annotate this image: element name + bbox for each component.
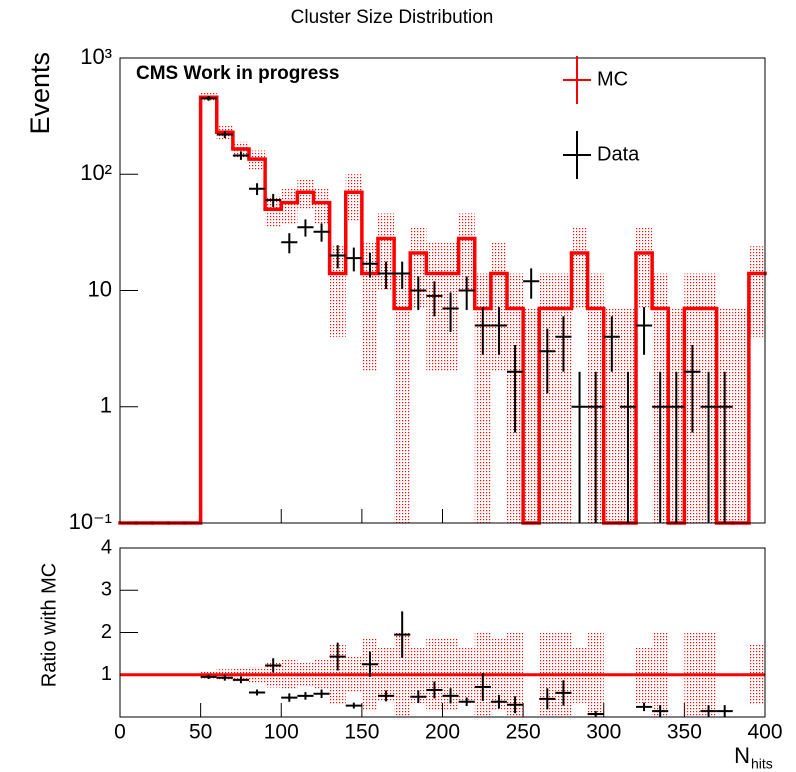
x-tick-label: 350 <box>667 721 702 744</box>
x-axis-label: N <box>734 743 750 768</box>
x-tick-label: 50 <box>189 721 212 744</box>
mc-uncertainty <box>474 273 491 523</box>
x-tick-label: 0 <box>114 721 126 744</box>
mc-uncertainty <box>281 187 298 225</box>
legend-label: MC <box>597 68 628 90</box>
x-tick-label: 300 <box>586 721 621 744</box>
y-tick-label: 10⁻¹ <box>69 509 112 534</box>
mc-uncertainty <box>539 273 556 523</box>
mc-uncertainty <box>297 179 314 210</box>
annotation: CMS Work in progress <box>136 63 339 84</box>
y-tick-label: 1 <box>101 663 112 685</box>
x-tick-label: 200 <box>425 721 460 744</box>
mc-uncertainty <box>313 187 330 225</box>
mc-uncertainty <box>458 213 475 291</box>
mc-uncertainty <box>603 308 620 523</box>
mc-uncertainty <box>329 246 346 337</box>
y-tick-label: 3 <box>101 579 112 601</box>
y-tick-label: 4 <box>101 536 112 558</box>
x-tick-label: 150 <box>344 721 379 744</box>
x-tick-label: 250 <box>506 721 541 744</box>
y-tick-label: 2 <box>101 621 112 643</box>
mc-uncertainty <box>410 227 427 309</box>
y-tick-label: 10² <box>80 160 112 185</box>
plot-frame <box>119 57 766 524</box>
mc-uncertainty <box>378 213 395 291</box>
y-axis-label: Ratio with MC <box>38 563 60 687</box>
mc-uncertainty <box>345 174 362 221</box>
y-tick-label: 10³ <box>80 44 112 69</box>
mc-uncertainty <box>571 227 588 309</box>
y-tick-label: 10 <box>88 276 112 301</box>
y-tick-label: 1 <box>100 393 112 418</box>
mc-uncertainty <box>265 195 282 228</box>
y-axis-label: Events <box>25 52 55 135</box>
x-axis-label-subscript: hits <box>751 756 773 772</box>
plot-frame <box>119 547 766 718</box>
mc-uncertainty <box>732 308 749 523</box>
x-tick-label: 400 <box>747 721 782 744</box>
x-tick-label: 100 <box>264 721 299 744</box>
mc-uncertainty <box>555 273 572 523</box>
mc-uncertainty <box>636 227 653 309</box>
mc-uncertainty <box>748 246 765 337</box>
legend-label: Data <box>597 143 640 165</box>
mc-uncertainty <box>523 308 540 523</box>
chart-title: Cluster Size Distribution <box>291 7 494 28</box>
mc-uncertainty <box>394 273 411 523</box>
